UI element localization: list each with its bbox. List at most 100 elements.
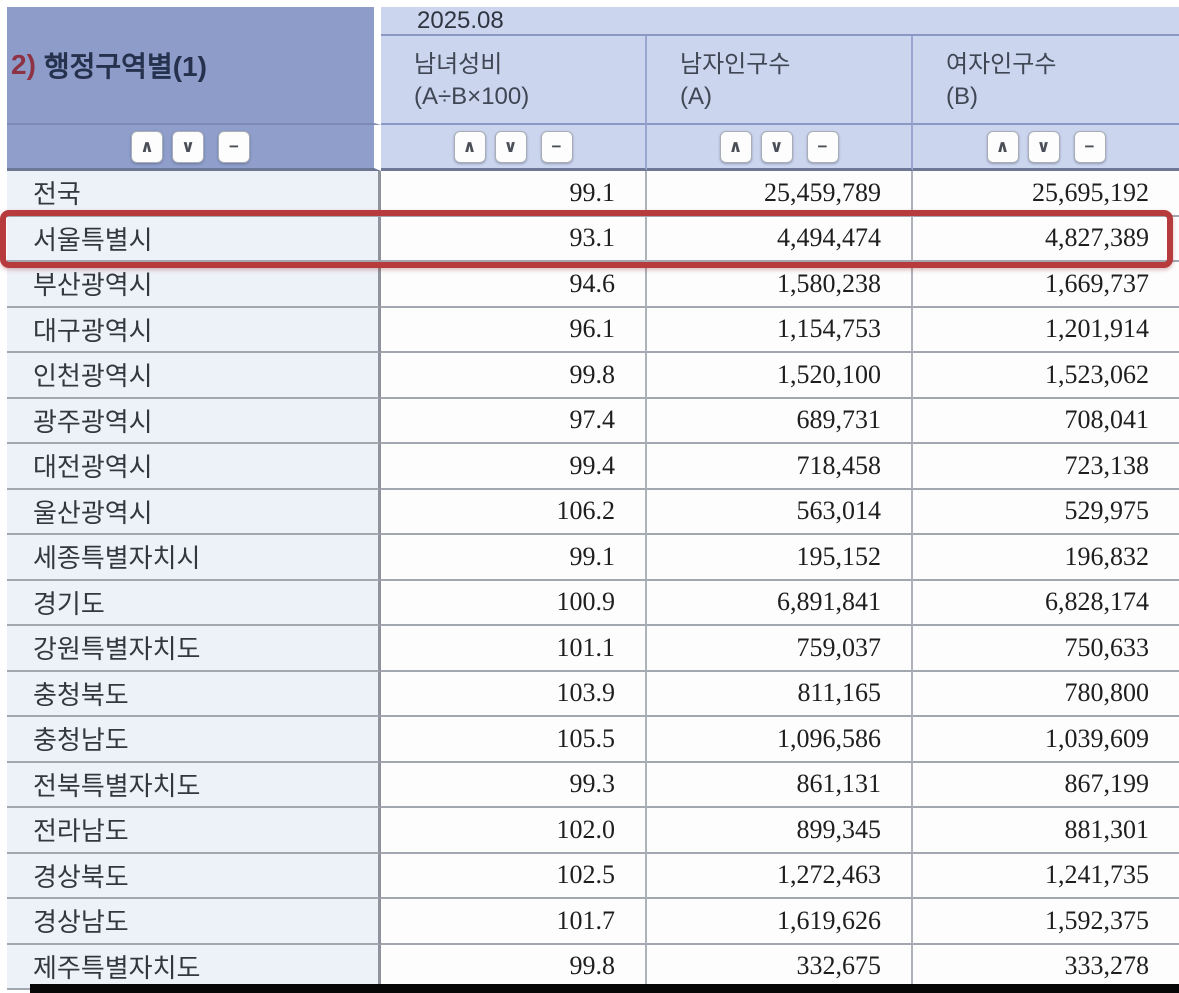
sex-ratio-cell: 103.9 — [381, 671, 647, 717]
male-population-cell: 332,675 — [647, 944, 913, 990]
male-population-cell: 195,152 — [647, 535, 913, 581]
region-cell: 대구광역시 — [7, 307, 381, 353]
female-population-cell: 6,828,174 — [913, 580, 1179, 626]
sex-ratio-cell: 100.9 — [381, 580, 647, 626]
male-population-cell: 1,272,463 — [647, 853, 913, 899]
sex-ratio-cell: 93.1 — [381, 216, 647, 262]
region-cell: 울산광역시 — [7, 489, 381, 535]
column-header-female-population: 여자인구수 (B) — [913, 36, 1179, 125]
region-cell: 전라남도 — [7, 808, 381, 854]
female-population-cell: 196,832 — [913, 535, 1179, 581]
sort-descending-button[interactable]: ∨ — [1027, 130, 1060, 163]
male-population-cell: 1,619,626 — [647, 899, 913, 945]
region-cell: 제주특별자치도 — [7, 944, 381, 990]
sex-ratio-cell: 99.4 — [381, 444, 647, 490]
sort-ascending-button[interactable]: ∧ — [131, 130, 163, 163]
sort-descending-button[interactable]: ∨ — [760, 130, 793, 163]
sex-ratio-cell: 101.1 — [381, 626, 647, 672]
sort-controls-male-population: ∧ ∨ − — [647, 125, 913, 171]
male-population-cell: 1,520,100 — [647, 353, 913, 399]
period-label: 2025.08 — [417, 6, 504, 34]
region-cell: 경상남도 — [7, 899, 381, 945]
male-population-cell: 689,731 — [647, 398, 913, 444]
sex-ratio-cell: 97.4 — [381, 398, 647, 444]
sort-ascending-button[interactable]: ∧ — [986, 130, 1019, 163]
female-population-cell: 750,633 — [913, 626, 1179, 672]
population-table: 2) 행정구역별(1) 2025.08 남녀성비 (A÷B×100) 남자인구수… — [7, 7, 1179, 990]
sort-controls-female-population: ∧ ∨ − — [913, 125, 1179, 171]
column-title: 남자인구수 — [680, 51, 791, 78]
region-cell: 전국 — [7, 171, 381, 217]
male-population-cell: 6,891,841 — [647, 580, 913, 626]
region-cell: 경기도 — [7, 580, 381, 626]
sort-ascending-button[interactable]: ∧ — [719, 130, 752, 163]
row-dimension-header: 2) 행정구역별(1) — [7, 7, 381, 125]
male-population-cell: 25,459,789 — [647, 171, 913, 217]
female-population-cell: 1,523,062 — [913, 353, 1179, 399]
region-cell: 서울특별시 — [7, 216, 381, 262]
male-population-cell: 811,165 — [647, 671, 913, 717]
bottom-black-bar — [30, 984, 1179, 993]
sort-remove-button[interactable]: − — [806, 130, 839, 163]
region-cell: 경상북도 — [7, 853, 381, 899]
sex-ratio-cell: 99.8 — [381, 353, 647, 399]
region-cell: 인천광역시 — [7, 353, 381, 399]
male-population-cell: 1,154,753 — [647, 307, 913, 353]
sort-controls-region: ∧ ∨ − — [7, 125, 381, 171]
region-cell: 충청북도 — [7, 671, 381, 717]
sex-ratio-cell: 94.6 — [381, 262, 647, 308]
male-population-cell: 861,131 — [647, 762, 913, 808]
column-subtitle: (A÷B×100) — [414, 82, 530, 110]
female-population-cell: 1,241,735 — [913, 853, 1179, 899]
sort-descending-button[interactable]: ∨ — [494, 130, 527, 163]
column-header-sex-ratio: 남녀성비 (A÷B×100) — [381, 36, 647, 125]
region-cell: 충청남도 — [7, 717, 381, 763]
male-population-cell: 718,458 — [647, 444, 913, 490]
female-population-cell: 4,827,389 — [913, 216, 1179, 262]
sex-ratio-cell: 102.5 — [381, 853, 647, 899]
region-cell: 대전광역시 — [7, 444, 381, 490]
sort-controls-sex-ratio: ∧ ∨ − — [381, 125, 647, 171]
male-population-cell: 1,580,238 — [647, 262, 913, 308]
sex-ratio-cell: 102.0 — [381, 808, 647, 854]
male-population-cell: 4,494,474 — [647, 216, 913, 262]
sort-remove-button[interactable]: − — [218, 130, 250, 163]
female-population-cell: 708,041 — [913, 398, 1179, 444]
female-population-cell: 1,201,914 — [913, 307, 1179, 353]
sex-ratio-cell: 99.3 — [381, 762, 647, 808]
region-cell: 세종특별자치시 — [7, 535, 381, 581]
female-population-cell: 723,138 — [913, 444, 1179, 490]
male-population-cell: 563,014 — [647, 489, 913, 535]
column-title: 남녀성비 — [414, 51, 503, 78]
male-population-cell: 759,037 — [647, 626, 913, 672]
male-population-cell: 899,345 — [647, 808, 913, 854]
row-dimension-number: 2) — [11, 49, 36, 80]
female-population-cell: 881,301 — [913, 808, 1179, 854]
sex-ratio-cell: 105.5 — [381, 717, 647, 763]
sex-ratio-cell: 96.1 — [381, 307, 647, 353]
region-cell: 강원특별자치도 — [7, 626, 381, 672]
female-population-cell: 1,669,737 — [913, 262, 1179, 308]
sort-descending-button[interactable]: ∨ — [172, 130, 204, 163]
sort-remove-button[interactable]: − — [540, 130, 573, 163]
sort-ascending-button[interactable]: ∧ — [453, 130, 486, 163]
sex-ratio-cell: 99.1 — [381, 171, 647, 217]
male-population-cell: 1,096,586 — [647, 717, 913, 763]
column-title: 여자인구수 — [946, 51, 1057, 78]
female-population-cell: 780,800 — [913, 671, 1179, 717]
female-population-cell: 867,199 — [913, 762, 1179, 808]
region-cell: 전북특별자치도 — [7, 762, 381, 808]
sort-remove-button[interactable]: − — [1073, 130, 1106, 163]
sex-ratio-cell: 106.2 — [381, 489, 647, 535]
female-population-cell: 1,039,609 — [913, 717, 1179, 763]
row-dimension-label: 행정구역별(1) — [43, 51, 207, 82]
region-cell: 부산광역시 — [7, 262, 381, 308]
region-cell: 광주광역시 — [7, 398, 381, 444]
female-population-cell: 529,975 — [913, 489, 1179, 535]
period-header: 2025.08 — [381, 7, 1179, 36]
column-subtitle: (A) — [680, 82, 712, 110]
column-header-male-population: 남자인구수 (A) — [647, 36, 913, 125]
sex-ratio-cell: 99.1 — [381, 535, 647, 581]
female-population-cell: 1,592,375 — [913, 899, 1179, 945]
